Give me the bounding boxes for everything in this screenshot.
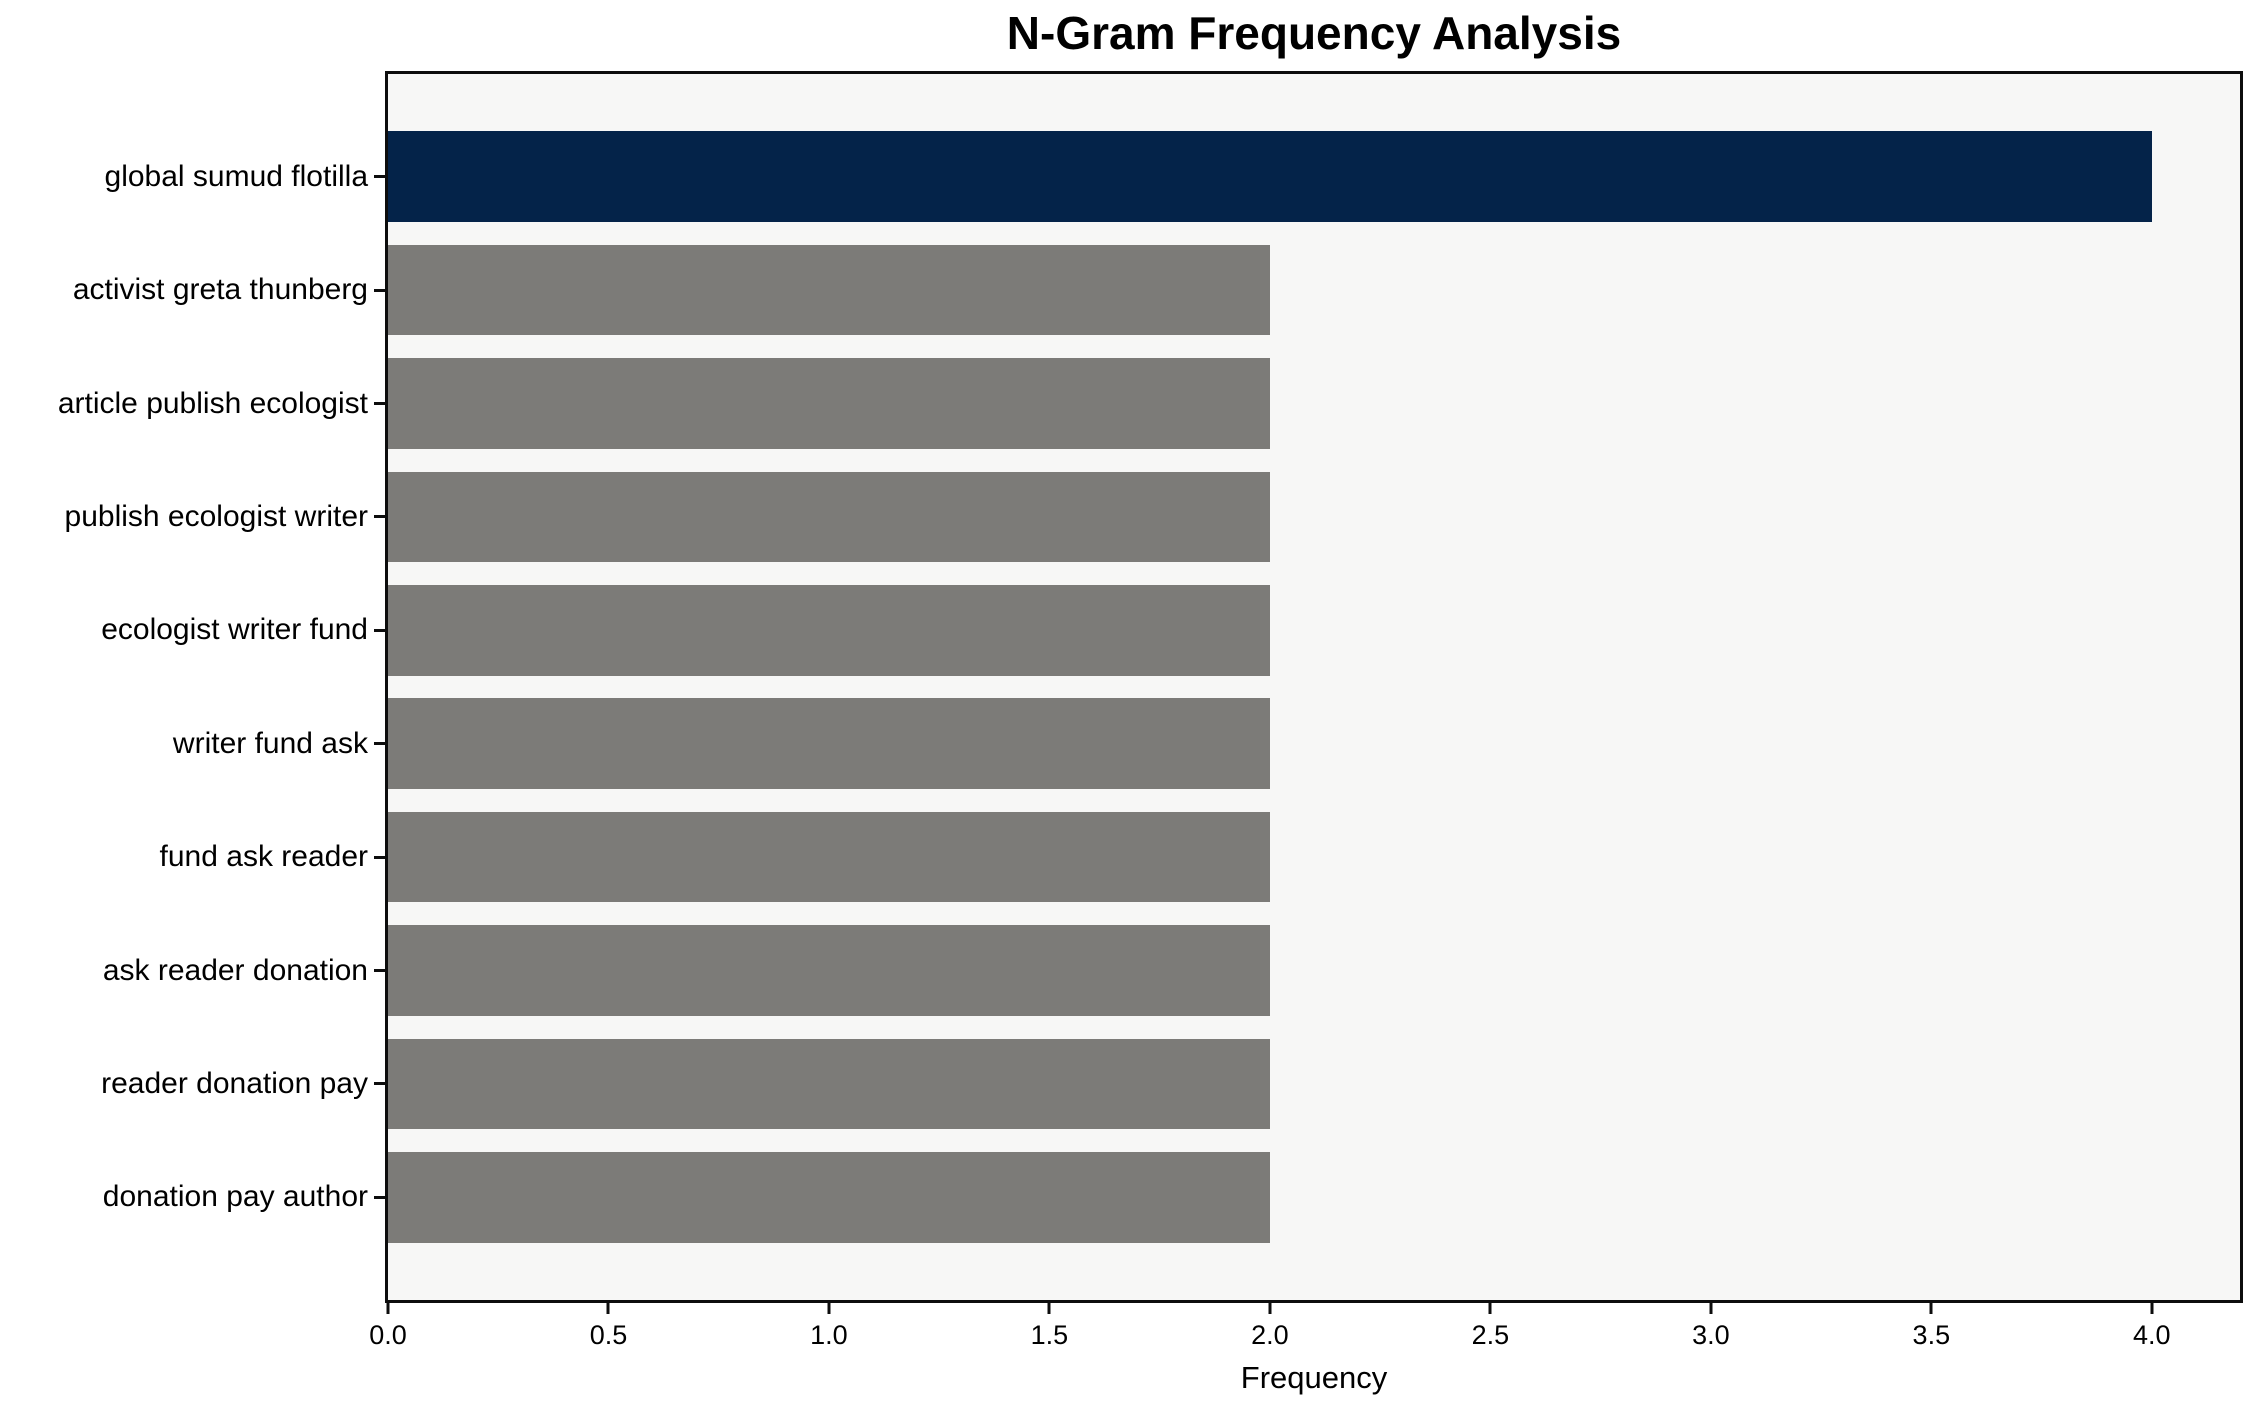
bar-10 <box>388 1151 1270 1243</box>
plot-area <box>385 71 2243 1303</box>
x-tick-label: 1.0 <box>810 1320 848 1350</box>
bar-3 <box>388 358 1270 449</box>
y-tick-mark <box>374 288 385 292</box>
y-tick-mark <box>374 969 385 972</box>
bar-4 <box>388 471 1270 563</box>
bar-6 <box>388 698 1270 790</box>
x-tick-label: 3.0 <box>1692 1320 1730 1350</box>
x-tick-mark <box>1709 1303 1713 1314</box>
y-tick-label: ecologist writer fund <box>101 613 368 647</box>
y-tick-mark <box>374 402 385 405</box>
x-tick-mark <box>1268 1303 1272 1314</box>
x-axis-title: Frequency <box>1240 1360 1388 1395</box>
y-tick-label: donation pay author <box>102 1180 368 1214</box>
y-tick-label: article publish ecologist <box>57 386 368 420</box>
y-tick-mark <box>374 742 385 746</box>
y-tick-label: global sumud flotilla <box>104 159 368 193</box>
x-tick-label: 2.5 <box>1471 1320 1510 1350</box>
x-tick-mark <box>827 1303 831 1314</box>
y-tick-mark <box>374 1195 385 1199</box>
bar-1 <box>388 131 2152 223</box>
x-tick-mark <box>2150 1303 2154 1314</box>
bar-2 <box>388 244 1270 336</box>
x-tick-mark <box>606 1303 610 1314</box>
y-tick-label: writer fund ask <box>172 726 368 760</box>
y-tick-mark <box>374 855 385 859</box>
y-tick-mark <box>374 175 385 179</box>
bar-9 <box>388 1038 1270 1130</box>
x-tick-label: 3.5 <box>1912 1320 1951 1350</box>
x-tick-mark <box>386 1303 390 1314</box>
y-tick-label: ask reader donation <box>102 953 368 987</box>
x-tick-label: 1.5 <box>1030 1320 1069 1350</box>
x-tick-label: 2.0 <box>1251 1320 1289 1350</box>
x-tick-label: 4.0 <box>2133 1320 2171 1350</box>
x-tick-label: 0.0 <box>369 1320 407 1350</box>
chart-title: N-Gram Frequency Analysis <box>1006 7 1622 59</box>
y-tick-label: reader donation pay <box>101 1066 368 1100</box>
y-tick-mark <box>374 1082 385 1086</box>
x-tick-mark <box>1488 1303 1492 1314</box>
bar-7 <box>388 811 1270 903</box>
x-tick-mark <box>1047 1303 1051 1314</box>
bar-8 <box>388 925 1270 1016</box>
y-tick-label: publish ecologist writer <box>64 499 368 533</box>
y-tick-label: fund ask reader <box>159 840 368 874</box>
bar-5 <box>388 584 1270 676</box>
x-tick-mark <box>1929 1303 1933 1314</box>
y-tick-mark <box>374 628 385 632</box>
x-tick-label: 0.5 <box>589 1320 628 1350</box>
y-tick-label: activist greta thunberg <box>72 273 368 307</box>
y-tick-mark <box>374 515 385 519</box>
